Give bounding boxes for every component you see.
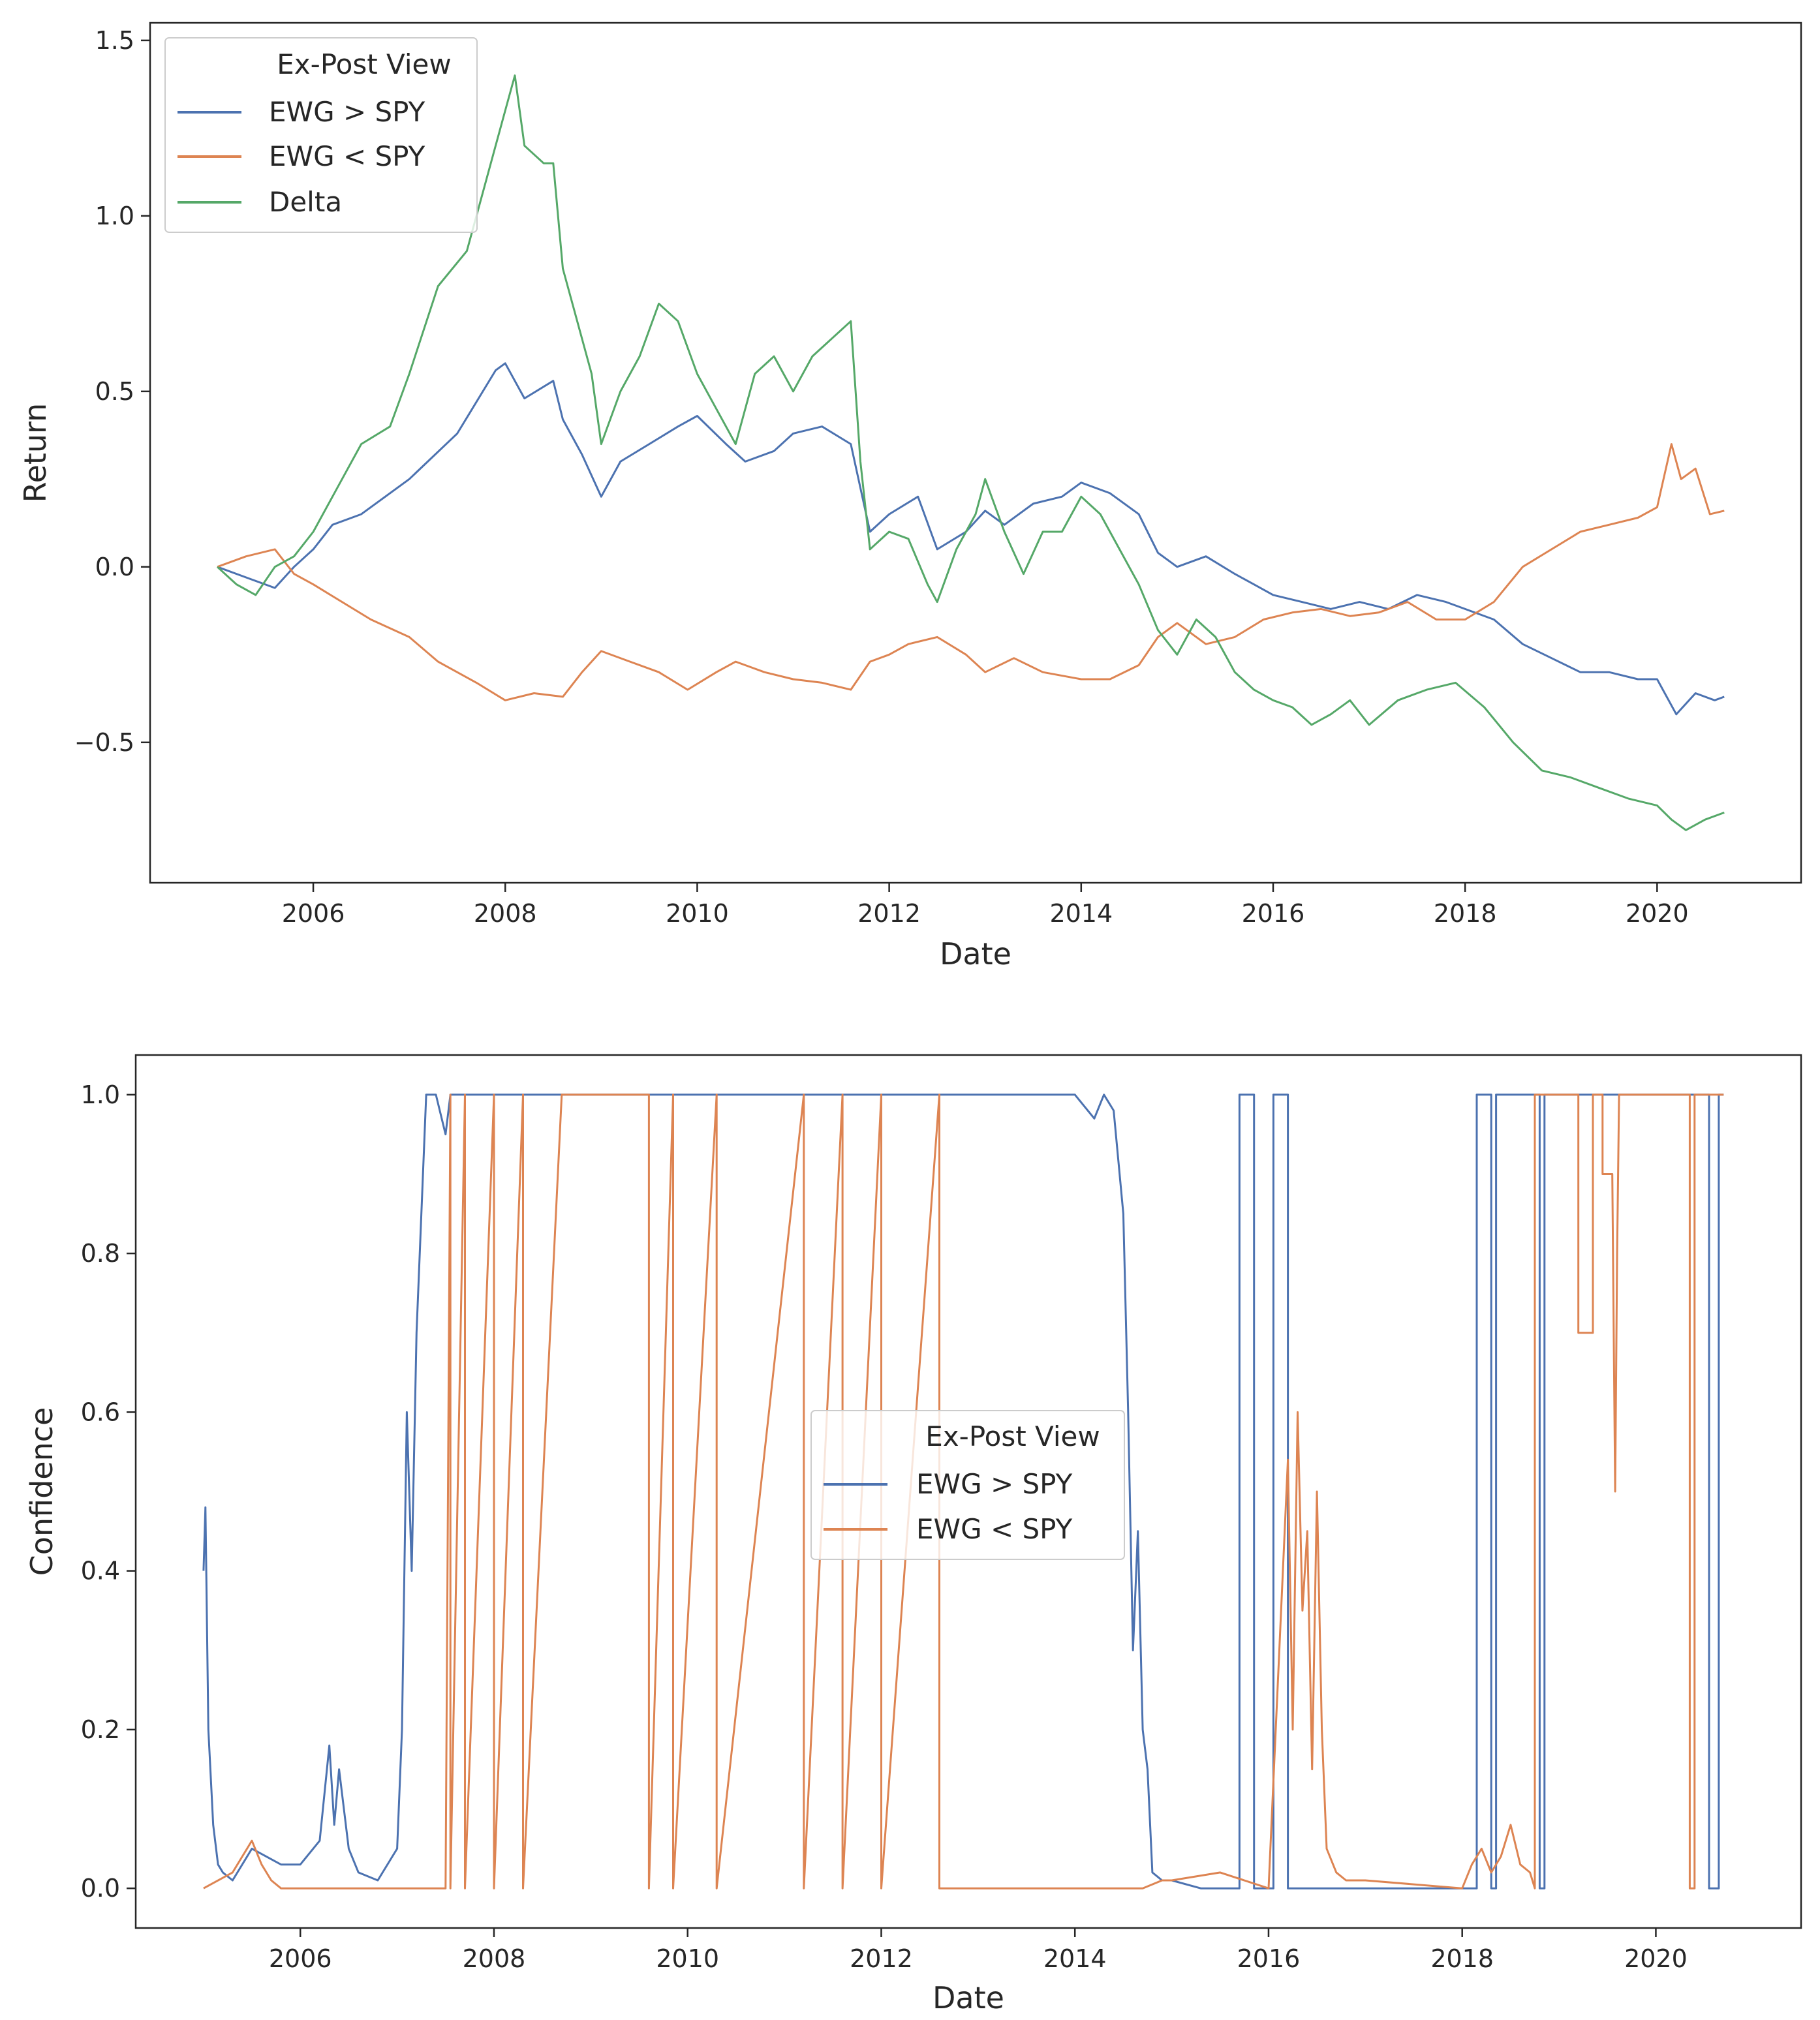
return-legend-label-delta: Delta [269, 186, 342, 218]
confidence-chart: 2006 2008 2010 2012 2014 2016 2018 2020 0.0 0.2 0.… [24, 1054, 1802, 2015]
return-x-tick-label: 2006 [282, 899, 345, 928]
return-x-tick-label: 2010 [666, 899, 729, 928]
return-legend-frame [164, 37, 478, 233]
confidence-y-axis-label: Confidence [24, 1407, 59, 1576]
return-ticks: 2006 2008 2010 2012 2014 2016 2018 2020 −0.5 0.0 0… [74, 26, 1689, 928]
confidence-x-tick-label: 2014 [1043, 1944, 1107, 1973]
return-y-axis-label: Return [18, 403, 53, 503]
confidence-x-tick-label: 2010 [656, 1944, 719, 1973]
confidence-legend-frame [810, 1410, 1125, 1560]
return-series-ewg-spy [217, 362, 1725, 716]
return-legend-label-ewg-lt-spy: EWG < SPY [269, 140, 425, 172]
confidence-series-ewg-spy [202, 1094, 1724, 1890]
return-plot-lines [216, 74, 1725, 831]
return-legend: Ex-Post View EWG > SPY EWG < SPY Delta [164, 37, 478, 233]
return-y-tick-label: 0.5 [95, 377, 134, 406]
confidence-series-ewg-spy [203, 1094, 1724, 1890]
return-chart: 2006 2008 2010 2012 2014 2016 2018 2020 −0.5 0.0 0… [18, 22, 1802, 972]
return-x-axis-label: Date [940, 936, 1011, 972]
return-y-tick-label: 0.0 [95, 553, 134, 581]
return-axes-frame [149, 22, 1802, 884]
confidence-x-tick-label: 2016 [1237, 1944, 1301, 1973]
confidence-x-tick-label: 2012 [850, 1944, 913, 1973]
return-legend-title: Ex-Post View [277, 48, 451, 80]
confidence-legend: Ex-Post View EWG > SPY EWG < SPY [810, 1410, 1125, 1560]
return-legend-label-ewg-gt-spy: EWG > SPY [269, 96, 425, 128]
confidence-y-tick-label: 0.6 [81, 1398, 120, 1426]
confidence-y-tick-label: 0.0 [81, 1874, 120, 1903]
return-x-tick-label: 2008 [474, 899, 537, 928]
confidence-x-tick-label: 2020 [1624, 1944, 1688, 1973]
confidence-x-tick-label: 2018 [1430, 1944, 1494, 1973]
return-y-tick-label: −0.5 [74, 728, 134, 757]
confidence-axes-frame [134, 1054, 1802, 1929]
return-x-tick-label: 2014 [1049, 899, 1113, 928]
confidence-legend-title: Ex-Post View [925, 1420, 1100, 1452]
confidence-legend-label-ewg-gt-spy: EWG > SPY [916, 1468, 1073, 1500]
confidence-legend-label-ewg-lt-spy: EWG < SPY [916, 1513, 1073, 1545]
return-x-tick-label: 2018 [1434, 899, 1497, 928]
confidence-y-tick-label: 0.8 [81, 1239, 120, 1268]
return-x-tick-label: 2012 [857, 899, 921, 928]
return-series-ewg-spy [217, 443, 1725, 701]
return-y-tick-label: 1.0 [95, 202, 134, 230]
confidence-x-tick-label: 2008 [463, 1944, 526, 1973]
return-x-tick-label: 2020 [1626, 899, 1689, 928]
confidence-y-tick-label: 0.2 [81, 1715, 120, 1744]
confidence-plot-lines [202, 1094, 1724, 1890]
confidence-y-tick-label: 0.4 [81, 1557, 120, 1585]
confidence-ticks: 2006 2008 2010 2012 2014 2016 2018 2020 0.0 0.2 0.… [81, 1080, 1688, 1973]
return-series-delta [216, 74, 1725, 831]
confidence-y-tick-label: 1.0 [81, 1080, 120, 1109]
confidence-x-tick-label: 2006 [269, 1944, 332, 1973]
return-x-tick-label: 2016 [1242, 899, 1305, 928]
confidence-x-axis-label: Date [933, 1980, 1004, 2015]
return-y-tick-label: 1.5 [95, 26, 134, 55]
